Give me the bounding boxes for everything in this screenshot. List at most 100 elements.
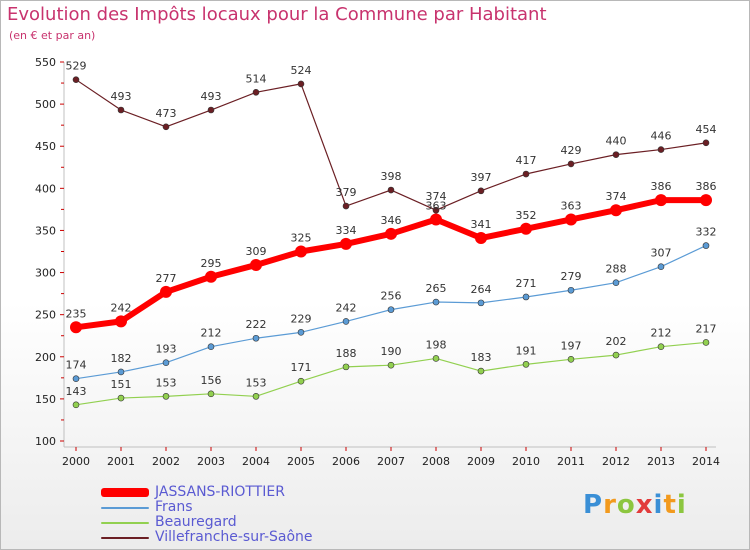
data-point-jassans-riottier [610, 204, 622, 217]
data-point-jassans-riottier [250, 258, 262, 271]
chart-subtitle: (en € et par an) [9, 29, 96, 42]
data-label-jassans-riottier: 374 [606, 190, 627, 203]
x-tick-label: 2001 [107, 455, 135, 468]
data-point-jassans-riottier [340, 237, 352, 250]
data-point-villefranche-sur-sa-ne [342, 202, 350, 210]
data-point-frans [252, 334, 260, 342]
y-tick-label: 150 [35, 393, 56, 406]
logo-letter: i [653, 490, 664, 520]
data-label-frans: 307 [651, 247, 672, 260]
data-label-villefranche-sur-sa-ne: 473 [156, 107, 177, 120]
data-label-beauregard: 202 [606, 335, 627, 348]
x-tick-label: 2010 [512, 455, 540, 468]
data-point-jassans-riottier [565, 213, 577, 226]
data-point-beauregard [702, 339, 710, 346]
data-label-jassans-riottier: 341 [471, 218, 492, 231]
data-label-frans: 222 [246, 318, 267, 331]
data-point-villefranche-sur-sa-ne [612, 151, 620, 158]
data-label-villefranche-sur-sa-ne: 440 [606, 135, 627, 148]
data-label-frans: 229 [291, 312, 312, 325]
data-label-jassans-riottier: 363 [426, 199, 447, 212]
data-point-beauregard [342, 363, 350, 371]
y-tick-label: 500 [35, 98, 56, 111]
legend-label: Villefranche-sur-Saône [155, 529, 313, 545]
data-label-jassans-riottier: 352 [516, 209, 537, 222]
data-point-jassans-riottier [655, 194, 667, 207]
data-point-beauregard [72, 401, 80, 409]
data-point-frans [702, 242, 710, 249]
data-label-beauregard: 153 [246, 376, 267, 389]
data-label-villefranche-sur-sa-ne: 398 [381, 170, 402, 183]
y-tick-label: 350 [35, 224, 56, 237]
data-label-beauregard: 197 [561, 339, 582, 352]
data-point-jassans-riottier [160, 285, 172, 298]
data-label-villefranche-sur-sa-ne: 514 [246, 72, 267, 85]
x-tick-label: 2009 [467, 455, 495, 468]
data-label-beauregard: 188 [336, 347, 357, 360]
data-label-frans: 265 [426, 282, 447, 295]
data-point-villefranche-sur-sa-ne [117, 106, 125, 114]
data-point-villefranche-sur-sa-ne [207, 106, 215, 114]
data-label-frans: 332 [696, 226, 717, 239]
x-tick-label: 2006 [332, 455, 360, 468]
data-point-villefranche-sur-sa-ne [162, 123, 170, 131]
data-label-villefranche-sur-sa-ne: 529 [66, 60, 87, 73]
data-label-villefranche-sur-sa-ne: 454 [696, 123, 717, 136]
data-label-villefranche-sur-sa-ne: 429 [561, 144, 582, 157]
data-point-jassans-riottier [430, 213, 442, 226]
y-tick-label: 100 [35, 435, 56, 448]
data-label-beauregard: 183 [471, 351, 492, 364]
data-point-jassans-riottier [70, 321, 82, 334]
data-point-jassans-riottier [520, 222, 532, 235]
data-point-villefranche-sur-sa-ne [657, 146, 665, 153]
legend: JASSANS-RIOTTIER Frans Beauregard Villefran… [101, 485, 313, 545]
data-point-frans [117, 368, 125, 376]
x-tick-label: 2002 [152, 455, 180, 468]
legend-label: Frans [155, 499, 193, 515]
data-label-jassans-riottier: 325 [291, 232, 312, 245]
legend-item-frans: Frans [101, 500, 313, 515]
data-label-jassans-riottier: 235 [66, 307, 87, 320]
y-tick-label: 250 [35, 309, 56, 322]
data-point-villefranche-sur-sa-ne [387, 186, 395, 194]
y-tick-label: 300 [35, 267, 56, 280]
legend-swatch [101, 506, 149, 509]
data-point-beauregard [252, 393, 260, 400]
legend-swatch [101, 488, 149, 497]
data-point-beauregard [477, 367, 485, 375]
data-label-beauregard: 171 [291, 361, 312, 374]
data-label-jassans-riottier: 386 [651, 180, 672, 193]
data-label-beauregard: 143 [66, 385, 87, 398]
legend-item-jassans-riottier: JASSANS-RIOTTIER [101, 485, 313, 500]
x-tick-label: 2008 [422, 455, 450, 468]
data-point-villefranche-sur-sa-ne [567, 160, 575, 168]
data-point-frans [72, 375, 80, 382]
data-label-beauregard: 191 [516, 344, 537, 357]
data-point-jassans-riottier [295, 245, 307, 258]
y-tick-label: 400 [35, 182, 56, 195]
data-label-jassans-riottier: 363 [561, 199, 582, 212]
data-label-villefranche-sur-sa-ne: 493 [201, 90, 222, 103]
data-point-beauregard [522, 361, 530, 368]
data-label-jassans-riottier: 346 [381, 214, 402, 227]
legend-label: JASSANS-RIOTTIER [155, 484, 285, 500]
data-label-villefranche-sur-sa-ne: 524 [291, 64, 312, 77]
data-label-frans: 256 [381, 290, 402, 303]
data-label-villefranche-sur-sa-ne: 374 [426, 190, 447, 203]
data-label-jassans-riottier: 277 [156, 272, 177, 285]
x-tick-label: 2014 [692, 455, 720, 468]
data-label-frans: 212 [201, 327, 222, 340]
data-point-jassans-riottier [475, 232, 487, 245]
logo-letter: t [663, 490, 677, 520]
logo-letter: r [603, 490, 617, 520]
data-point-beauregard [207, 390, 215, 398]
data-label-frans: 279 [561, 270, 582, 283]
data-label-frans: 271 [516, 277, 537, 290]
data-point-beauregard [432, 355, 440, 362]
x-tick-label: 2012 [602, 455, 630, 468]
x-tick-label: 2003 [197, 455, 225, 468]
logo-letter: P [583, 490, 604, 520]
data-label-beauregard: 198 [426, 338, 447, 351]
